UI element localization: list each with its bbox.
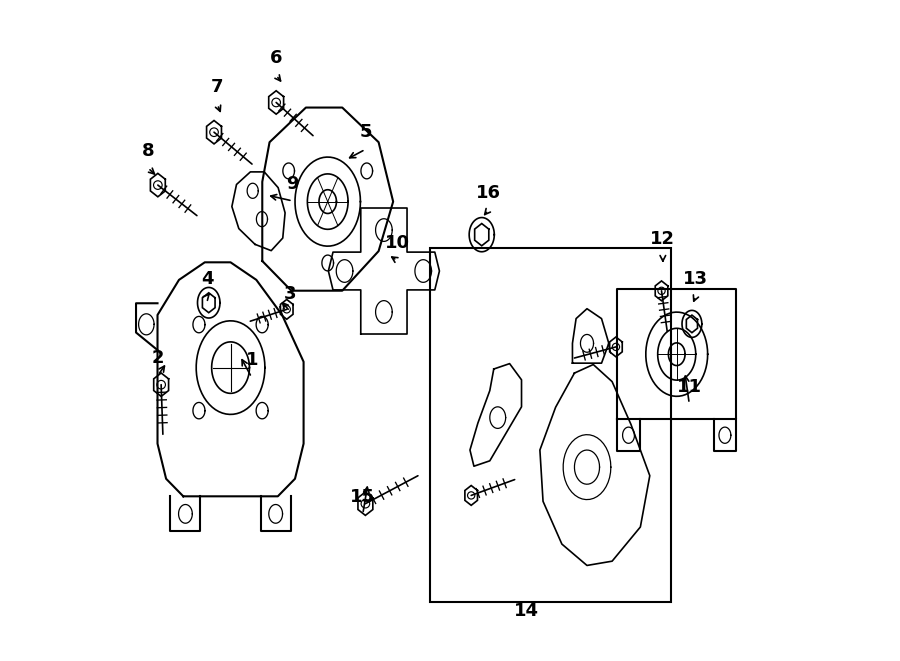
- Text: 12: 12: [651, 230, 675, 249]
- Bar: [430, 248, 671, 602]
- Text: 6: 6: [270, 49, 283, 67]
- Text: 14: 14: [514, 602, 538, 621]
- Text: 1: 1: [246, 351, 258, 369]
- Text: 15: 15: [350, 488, 375, 506]
- Text: 9: 9: [286, 175, 299, 193]
- Text: 16: 16: [476, 184, 500, 202]
- Text: 11: 11: [677, 377, 702, 396]
- Text: 3: 3: [284, 285, 296, 303]
- Text: 8: 8: [141, 141, 154, 160]
- Text: 7: 7: [212, 78, 223, 97]
- Text: 13: 13: [683, 270, 708, 288]
- Text: 2: 2: [151, 349, 164, 368]
- Text: 5: 5: [359, 123, 372, 141]
- Text: 10: 10: [384, 234, 410, 253]
- Text: 4: 4: [202, 270, 213, 288]
